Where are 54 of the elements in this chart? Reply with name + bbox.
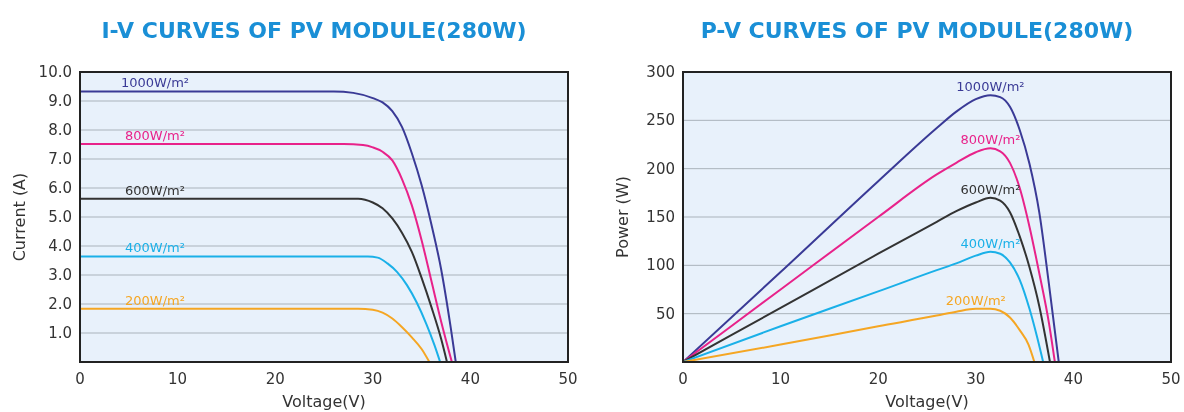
x-tick-label: 0 (75, 370, 85, 388)
y-tick-label: 250 (646, 111, 675, 130)
x-tick-label: 20 (265, 370, 285, 388)
x-tick-label: 20 (868, 370, 888, 388)
y-tick-label: 5.0 (48, 208, 72, 226)
y-tick-label: 7.0 (48, 150, 72, 168)
line-series (80, 197, 448, 362)
x-axis-title: Voltage(V) (282, 392, 366, 411)
y-tick-label: 10.0 (38, 63, 72, 81)
line-series (683, 94, 1060, 362)
x-tick-label: 10 (168, 370, 188, 388)
y-axis-title: Current (A) (10, 172, 29, 262)
line-series (683, 147, 1056, 362)
x-tick-label: 50 (1161, 370, 1181, 388)
series-label: 1000W/m² (120, 75, 190, 91)
y-tick-label: 4.0 (48, 237, 72, 255)
series-label: 600W/m² (125, 182, 185, 198)
series-label: 400W/m² (125, 240, 185, 256)
line-series (683, 196, 1051, 362)
y-tick-label: 100 (646, 256, 675, 275)
series-label: 200W/m² (125, 292, 185, 308)
x-tick-label: 0 (678, 370, 688, 388)
y-tick-label: 300 (646, 63, 675, 81)
line-series (683, 250, 1045, 362)
line-series (80, 255, 442, 362)
series-label: 1000W/m² (956, 79, 1025, 95)
x-tick-label: 10 (771, 370, 791, 388)
series-label: 800W/m² (125, 127, 185, 143)
y-tick-label: 200 (646, 159, 675, 178)
series-label: 600W/m² (960, 181, 1021, 197)
x-axis-title: Voltage(V) (885, 392, 969, 411)
y-axis-title: Power (W) (613, 176, 632, 258)
y-tick-label: 2.0 (48, 295, 72, 313)
line-series (683, 307, 1036, 362)
y-tick-label: 1.0 (48, 324, 72, 342)
series-label: 800W/m² (960, 132, 1021, 148)
y-tick-label: 8.0 (48, 121, 72, 139)
chart-title: P-V CURVES OF PV MODULE(280W) (700, 18, 1134, 43)
y-tick-label: 6.0 (48, 179, 72, 197)
y-tick-label: 9.0 (48, 92, 72, 110)
x-tick-label: 30 (966, 370, 986, 388)
chart-title: I-V CURVES OF PV MODULE(280W) (101, 18, 527, 43)
line-series (80, 142, 453, 362)
line-series (80, 90, 457, 362)
line-series (80, 307, 431, 362)
x-tick-label: 40 (1063, 370, 1083, 388)
series-label: 400W/m² (960, 235, 1021, 251)
series-label: 200W/m² (945, 292, 1006, 308)
x-tick-label: 50 (558, 370, 578, 388)
y-tick-label: 150 (646, 208, 675, 226)
x-tick-label: 30 (363, 370, 383, 388)
x-tick-label: 40 (460, 370, 480, 388)
y-tick-label: 50 (655, 304, 675, 323)
y-tick-label: 3.0 (48, 266, 72, 284)
